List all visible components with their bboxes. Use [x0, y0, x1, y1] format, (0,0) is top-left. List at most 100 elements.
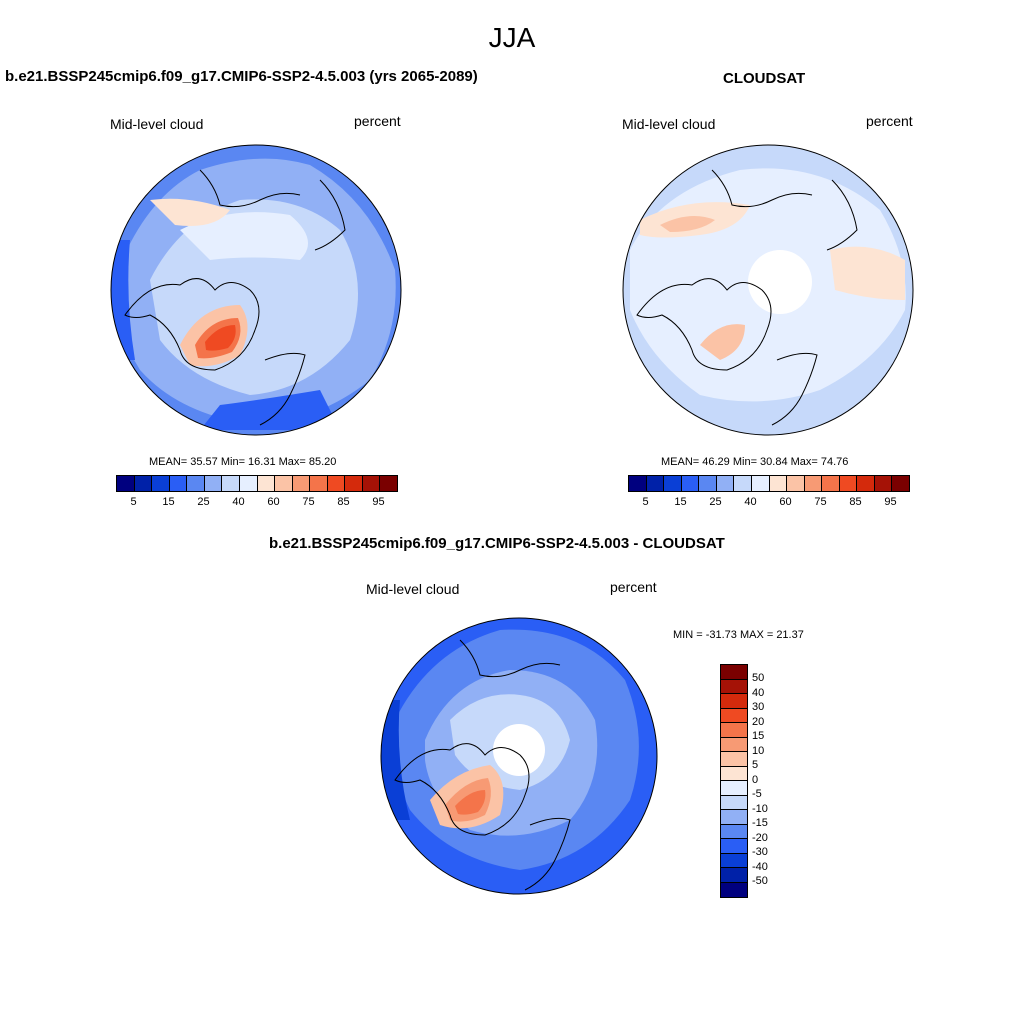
colorbar-tick-label: -15: [752, 817, 768, 829]
colorbar-swatch: [769, 476, 788, 491]
left-variable-label: Mid-level cloud: [110, 116, 204, 132]
colorbar-tick-label: 60: [267, 496, 280, 508]
colorbar-swatch: [721, 795, 747, 810]
colorbar-swatch: [721, 853, 747, 868]
colorbar-swatch: [681, 476, 700, 491]
colorbar-tick-label: 75: [814, 496, 827, 508]
colorbar-swatch: [117, 476, 135, 491]
colorbar-swatch: [787, 476, 805, 491]
colorbar-swatch: [310, 476, 328, 491]
right-units-label: percent: [866, 113, 913, 129]
colorbar-tick-label: -5: [752, 788, 762, 800]
colorbar-swatch: [152, 476, 170, 491]
colorbar-tick-label: 10: [752, 744, 765, 757]
colorbar-swatch: [362, 476, 381, 491]
diff-panel-title: b.e21.BSSP245cmip6.f09_g17.CMIP6-SSP2-4.…: [269, 535, 725, 552]
colorbar-tick-label: 30: [752, 701, 765, 713]
right-polar-map: [623, 145, 913, 435]
colorbar-swatch: [646, 476, 665, 491]
left-colorbar: [116, 475, 398, 492]
colorbar-swatch: [721, 810, 747, 825]
colorbar-tick-label: -10: [752, 802, 768, 815]
colorbar-tick-label: 15: [162, 496, 175, 508]
colorbar-swatch: [187, 476, 205, 491]
colorbar-swatch: [222, 476, 240, 491]
colorbar-swatch: [716, 476, 735, 491]
colorbar-swatch: [721, 839, 747, 854]
colorbar-tick-label: 75: [302, 496, 315, 508]
colorbar-tick-label: 85: [337, 496, 350, 508]
colorbar-tick-label: 40: [232, 496, 245, 508]
colorbar-tick-label: 5: [752, 759, 759, 771]
colorbar-swatch: [345, 476, 363, 491]
colorbar-swatch: [804, 476, 823, 491]
colorbar-swatch: [629, 476, 647, 491]
left-stats: MEAN= 35.57 Min= 16.31 Max= 85.20: [149, 456, 337, 468]
colorbar-swatch: [721, 737, 747, 752]
colorbar-tick-label: -40: [752, 860, 768, 873]
colorbar-tick-label: 95: [884, 496, 897, 508]
diff-variable-label: Mid-level cloud: [366, 581, 460, 597]
diff-stats: MIN = -31.73 MAX = 21.37: [673, 629, 804, 641]
colorbar-swatch: [857, 476, 875, 491]
colorbar-swatch: [257, 476, 276, 491]
right-panel-title: CLOUDSAT: [723, 70, 806, 87]
left-units-label: percent: [354, 113, 401, 129]
colorbar-swatch: [822, 476, 840, 491]
colorbar-tick-label: 5: [642, 496, 649, 508]
colorbar-swatch: [380, 476, 397, 491]
colorbar-tick-label: 20: [752, 715, 765, 728]
right-colorbar: [628, 475, 910, 492]
colorbar-tick-label: 95: [372, 496, 385, 508]
colorbar-tick-label: 40: [752, 686, 765, 699]
colorbar-swatch: [275, 476, 293, 491]
colorbar-swatch: [169, 476, 188, 491]
colorbar-swatch: [134, 476, 153, 491]
colorbar-swatch: [721, 665, 747, 680]
colorbar-swatch: [721, 723, 747, 738]
colorbar-swatch: [874, 476, 893, 491]
colorbar-swatch: [721, 781, 747, 796]
colorbar-swatch: [839, 476, 858, 491]
diff-polar-map: [381, 618, 657, 894]
colorbar-tick-label: -50: [752, 875, 768, 887]
colorbar-swatch: [239, 476, 258, 491]
colorbar-swatch: [721, 766, 747, 781]
colorbar-tick-label: 15: [752, 730, 765, 742]
colorbar-swatch: [664, 476, 682, 491]
colorbar-swatch: [721, 694, 747, 709]
colorbar-swatch: [327, 476, 346, 491]
colorbar-tick-label: 85: [849, 496, 862, 508]
colorbar-swatch: [721, 824, 747, 839]
colorbar-swatch: [699, 476, 717, 491]
left-polar-map: [111, 145, 401, 435]
colorbar-swatch: [292, 476, 311, 491]
colorbar-swatch: [751, 476, 770, 491]
colorbar-swatch: [734, 476, 752, 491]
colorbar-tick-label: 15: [674, 496, 687, 508]
colorbar-tick-label: -30: [752, 846, 768, 858]
colorbar-tick-label: 60: [779, 496, 792, 508]
colorbar-tick-label: 40: [744, 496, 757, 508]
diff-coastlines: [394, 639, 571, 891]
colorbar-swatch: [721, 752, 747, 767]
diff-colorbar: [720, 664, 748, 898]
colorbar-tick-label: 50: [752, 672, 765, 684]
right-stats: MEAN= 46.29 Min= 30.84 Max= 74.76: [661, 456, 849, 468]
figure-title: JJA: [488, 22, 536, 53]
colorbar-tick-label: 0: [752, 773, 759, 786]
colorbar-swatch: [721, 679, 747, 694]
colorbar-swatch: [721, 708, 747, 723]
colorbar-swatch: [721, 868, 747, 883]
right-coastlines: [636, 169, 858, 426]
diff-units-label: percent: [610, 579, 657, 595]
colorbar-tick-label: 25: [197, 496, 210, 508]
left-panel-title: b.e21.BSSP245cmip6.f09_g17.CMIP6-SSP2-4.…: [5, 68, 478, 85]
colorbar-tick-label: 25: [709, 496, 722, 508]
colorbar-swatch: [892, 476, 909, 491]
colorbar-swatch: [204, 476, 223, 491]
left-coastlines: [124, 169, 346, 426]
right-variable-label: Mid-level cloud: [622, 116, 716, 132]
colorbar-swatch: [721, 882, 747, 897]
